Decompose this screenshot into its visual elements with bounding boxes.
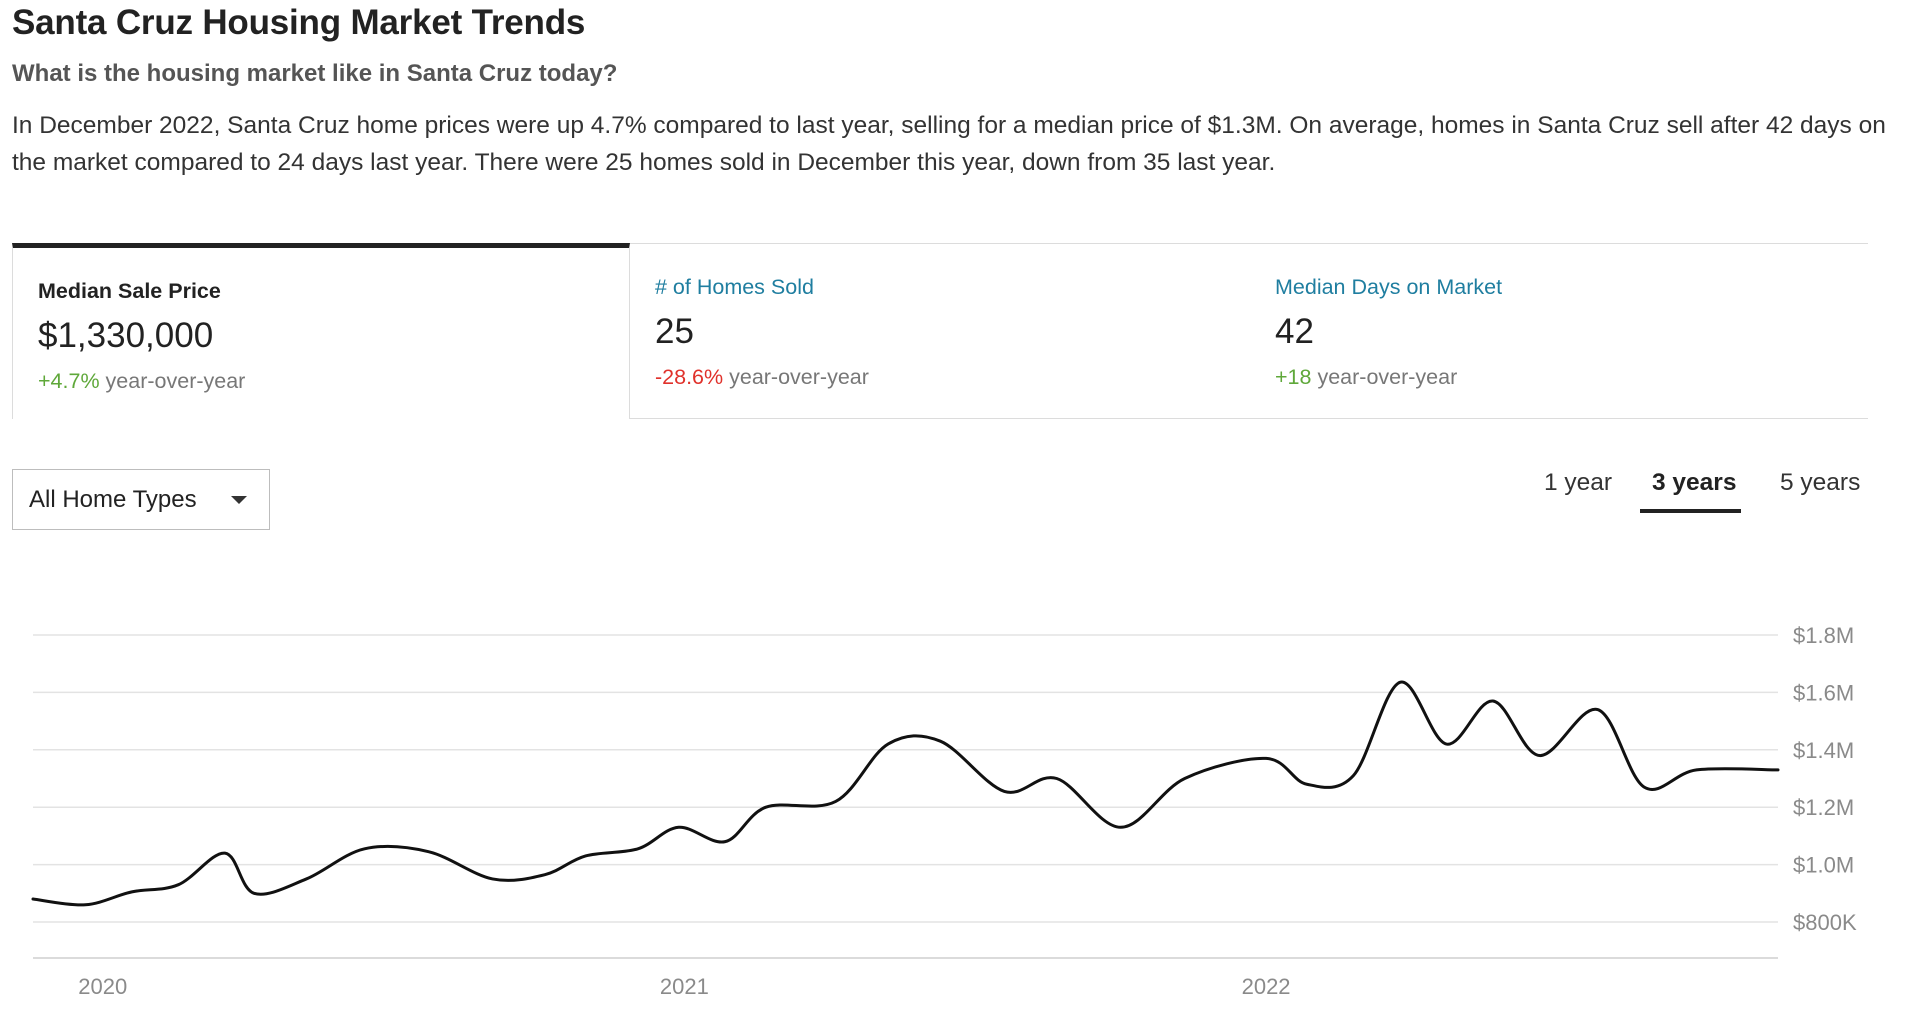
page-title: Santa Cruz Housing Market Trends (12, 3, 586, 42)
chart-gridlines (33, 634, 1778, 959)
stat-change-value: -28.6% (655, 365, 724, 389)
stat-value: 42 (1275, 312, 1314, 351)
chart-series-line (31, 680, 1780, 907)
range-tab-3-years[interactable]: 3 years (1652, 469, 1737, 496)
page-subtitle: What is the housing market like in Santa… (12, 60, 618, 87)
stat-change-suffix: year-over-year (1317, 365, 1458, 389)
chart-y-tick-label: $1.6M (1793, 680, 1854, 705)
chart-y-tick-label: $800K (1793, 910, 1857, 935)
stat-change-value: +4.7% (38, 369, 100, 393)
stat-label: # of Homes Sold (655, 275, 814, 299)
chart-x-tick-label: 2022 (1242, 974, 1291, 999)
stat-tabs: Median Sale Price $1,330,000 +4.7% year-… (12, 243, 1868, 419)
tab-median-days-on-market[interactable]: Median Days on Market 42 +18 year-over-y… (1250, 243, 1868, 419)
stat-change: -28.6% year-over-year (655, 364, 869, 390)
range-tab-1-year[interactable]: 1 year (1544, 469, 1613, 496)
chart-y-tick-label: $1.4M (1793, 738, 1854, 763)
stat-change: +4.7% year-over-year (38, 368, 245, 394)
chart-x-tick-label: 2021 (660, 974, 709, 999)
chart-x-tick-label: 2020 (78, 974, 127, 999)
stat-label: Median Days on Market (1275, 275, 1503, 299)
stat-value: 25 (655, 312, 694, 351)
range-tab-5-years[interactable]: 5 years (1780, 469, 1861, 496)
home-types-selected: All Home Types (29, 486, 197, 513)
caret-down-icon (231, 496, 247, 504)
tab-median-sale-price[interactable]: Median Sale Price $1,330,000 +4.7% year-… (12, 243, 630, 419)
tab-homes-sold[interactable]: # of Homes Sold 25 -28.6% year-over-year (630, 243, 1250, 419)
market-summary: In December 2022, Santa Cruz home prices… (12, 112, 1886, 176)
home-types-dropdown[interactable]: All Home Types (12, 469, 270, 530)
chart-y-tick-label: $1.8M (1793, 623, 1854, 648)
range-selected-indicator (1640, 509, 1741, 513)
stat-change: +18 year-over-year (1275, 364, 1457, 390)
stat-change-suffix: year-over-year (729, 365, 869, 389)
stat-value: $1,330,000 (38, 316, 214, 355)
chart-y-axis: $800K $1.0M $1.2M $1.4M $1.6M $1.8M (1793, 623, 1857, 935)
stat-label: Median Sale Price (38, 279, 221, 303)
stat-change-suffix: year-over-year (105, 369, 246, 393)
chart-x-axis: 2020 2021 2022 (78, 974, 1290, 999)
chart-y-tick-label: $1.0M (1793, 853, 1854, 878)
chart-y-tick-label: $1.2M (1793, 795, 1854, 820)
stat-change-value: +18 (1275, 365, 1312, 389)
